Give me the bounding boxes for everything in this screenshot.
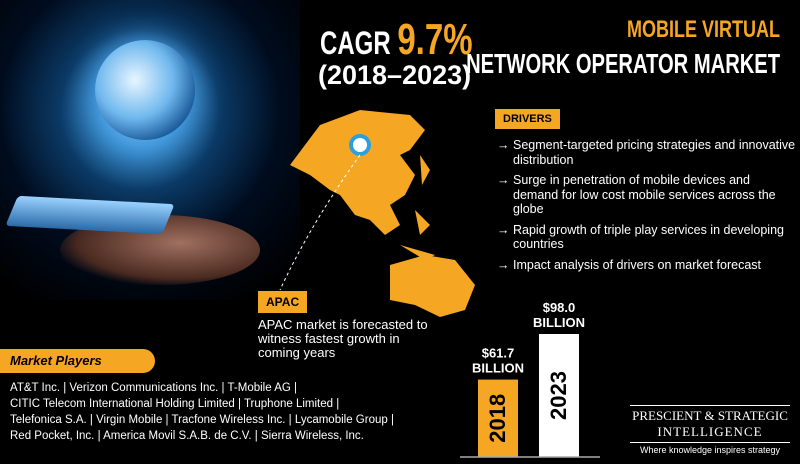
logo: PRESCIENT & STRATEGIC INTELLIGENCE Where…	[630, 405, 790, 455]
arrow-right-icon: →	[497, 173, 510, 187]
players-line: CITIC Telecom International Holding Limi…	[10, 398, 340, 410]
bar-data-label: $98.0	[543, 300, 576, 315]
bar-data-label: $61.7	[482, 346, 515, 361]
globe-image	[95, 40, 195, 140]
dashed-connector	[279, 154, 361, 291]
cagr-period: (2018–2023)	[318, 60, 472, 90]
driver-text: Segment-targeted pricing strategies and …	[513, 138, 796, 167]
apac-tag: APAC	[258, 291, 308, 313]
driver-text: Surge in penetration of mobile devices a…	[513, 173, 776, 216]
driver-item: → Impact analysis of drivers on market fo…	[497, 258, 797, 273]
location-pin-icon	[349, 134, 371, 156]
driver-text: Impact analysis of drivers on market for…	[513, 257, 762, 272]
title-line2: NETWORK OPERATOR MARKET	[466, 48, 780, 79]
driver-item: → Surge in penetration of mobile devices …	[497, 173, 797, 217]
bar-2023	[539, 334, 579, 457]
logo-line1: PRESCIENT & STRATEGIC	[630, 405, 790, 424]
driver-item: → Rapid growth of triple play services in…	[497, 223, 797, 252]
players-line: Red Pocket, Inc. | America Movil S.A.B. …	[10, 430, 364, 442]
bar-category-label: 2023	[546, 371, 571, 420]
arrow-right-icon: →	[497, 222, 510, 237]
drivers-tag: DRIVERS	[495, 109, 560, 129]
drivers-list: → Segment-targeted pricing strategies and…	[497, 138, 797, 278]
logo-line2: INTELLIGENCE	[630, 424, 790, 443]
logo-tagline: Where knowledge inspires strategy	[639, 445, 781, 455]
australia-shape	[390, 255, 475, 317]
market-players-tag: Market Players	[0, 349, 155, 373]
players-line: Telefonica S.A. | Virgin Mobile | Tracfo…	[10, 414, 394, 426]
cagr-label: CAGR	[320, 25, 391, 61]
market-players-list: AT&T Inc. | Verizon Communications Inc. …	[10, 380, 430, 444]
driver-text: Rapid growth of triple play services in …	[513, 222, 784, 252]
apac-map	[279, 110, 475, 317]
bar-2018	[478, 379, 518, 457]
players-line: AT&T Inc. | Verizon Communications Inc. …	[10, 382, 297, 394]
asia-shape	[290, 110, 425, 235]
title-line1: MOBILE VIRTUAL	[627, 16, 780, 43]
bar-data-label: BILLION	[472, 361, 524, 376]
bar-data-label: BILLION	[533, 315, 585, 330]
bar-category-label: 2018	[485, 394, 510, 443]
cagr-heading: CAGR 9.7%	[320, 15, 473, 65]
driver-item: → Segment-targeted pricing strategies and…	[497, 138, 797, 167]
arrow-right-icon: →	[497, 257, 510, 272]
arrow-right-icon: →	[497, 138, 510, 152]
cagr-value: 9.7%	[397, 15, 473, 64]
apac-text: APAC market is forecasted to witness fas…	[258, 317, 428, 360]
